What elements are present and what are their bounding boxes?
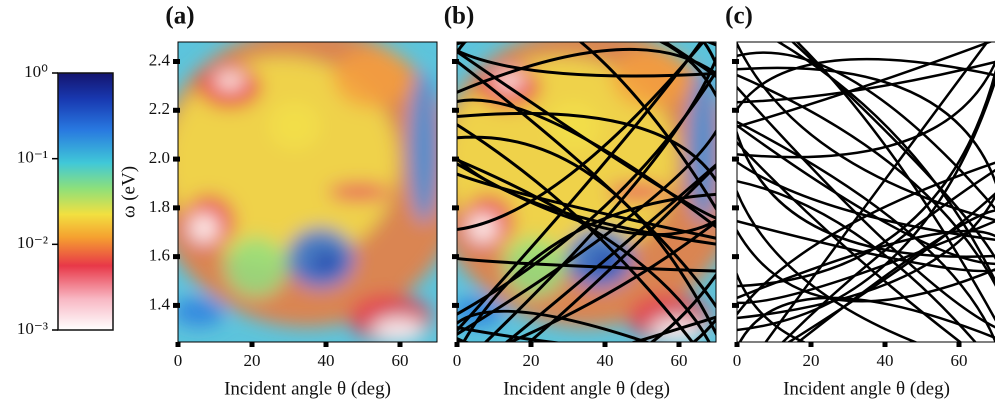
band-curve: [737, 60, 995, 159]
band-curve: [737, 180, 977, 342]
x-tick-label: 20: [244, 351, 261, 370]
band-curve: [504, 162, 716, 342]
band-curve: [457, 128, 716, 336]
plot-frame: [456, 41, 717, 343]
y-axis-label: ω (eV): [118, 166, 139, 218]
band-lines: [737, 42, 995, 342]
heatmap-blob: [188, 213, 220, 243]
heatmap: [178, 42, 437, 342]
band-curve: [457, 42, 716, 56]
band-curve: [461, 193, 716, 342]
x-tick-label: 0: [733, 351, 742, 370]
band-curve: [737, 57, 995, 112]
y-tick-label: 2.2: [149, 99, 170, 118]
band-curve: [737, 188, 919, 342]
x-tick-label: 40: [877, 351, 894, 370]
colorbar: [57, 72, 114, 331]
band-curve: [737, 219, 995, 273]
heatmap-blobs: [178, 42, 437, 342]
x-axis-label: Incident angle θ (deg): [224, 378, 391, 399]
band-curve: [796, 209, 995, 342]
band-curve: [737, 69, 995, 288]
y-tick-label: 1.8: [149, 197, 170, 216]
plot-frame: [177, 41, 438, 343]
band-curve: [764, 42, 989, 342]
heatmap-blob: [333, 48, 412, 108]
band-curve: [737, 85, 995, 329]
colorbar-tick-label: 10⁰: [24, 62, 48, 81]
heatmap-blob: [408, 72, 437, 222]
x-tick-label: 60: [951, 351, 968, 370]
band-curve: [649, 272, 716, 342]
heatmap-blob: [372, 318, 425, 342]
colorbar-tick-label: 10⁻²: [17, 233, 48, 252]
band-curve: [457, 59, 716, 310]
band-curve: [776, 42, 995, 284]
band-curve: [737, 160, 995, 241]
band-curve: [483, 55, 716, 342]
band-curve: [457, 123, 695, 342]
band-curve: [457, 317, 716, 342]
x-tick-label: 20: [803, 351, 820, 370]
band-curve: [457, 42, 716, 99]
x-tick-label: 40: [318, 351, 335, 370]
band-curve: [457, 325, 563, 342]
band-curve: [457, 98, 716, 229]
plot-frame: [736, 41, 995, 343]
y-tick-label: 2.4: [149, 50, 171, 69]
heatmap-blob: [312, 252, 339, 270]
band-curve: [447, 5, 726, 27]
band-curve: [457, 42, 703, 333]
band-curve: [457, 309, 651, 342]
heatmap: [447, 5, 726, 342]
x-tick-label: 20: [523, 351, 540, 370]
band-curve: [786, 192, 995, 342]
band-curve: [506, 220, 716, 342]
x-axis-label: Incident angle θ (deg): [503, 378, 670, 399]
x-tick-label: 0: [453, 351, 462, 370]
band-curve: [737, 120, 995, 342]
band-curve: [781, 168, 995, 342]
x-tick-label: 60: [671, 351, 688, 370]
band-curve: [737, 140, 963, 342]
heatmap-blob: [328, 183, 391, 201]
x-axis-label: Incident angle θ (deg): [783, 378, 950, 399]
heatmap-blob: [214, 72, 246, 90]
x-tick-label: 60: [392, 351, 409, 370]
band-curve: [457, 47, 716, 94]
band-curve: [457, 69, 716, 316]
heatmap-blob: [178, 297, 225, 327]
heatmap-blob: [268, 102, 321, 150]
band-curve: [737, 42, 993, 129]
band-curve: [737, 161, 995, 317]
band-curve: [737, 66, 995, 185]
x-tick-label: 40: [597, 351, 614, 370]
band-curve: [795, 42, 995, 322]
y-tick-label: 1.4: [149, 294, 171, 313]
panel-label: (c): [725, 3, 753, 30]
band-curve: [738, 296, 995, 342]
band-curve: [737, 229, 995, 300]
band-curve: [737, 51, 995, 211]
y-tick-label: 1.6: [149, 246, 170, 265]
panel-label: (b): [444, 3, 475, 30]
band-curve: [737, 129, 995, 258]
colorbar-tick-label: 10⁻¹: [17, 148, 48, 167]
band-curve: [527, 163, 716, 342]
band-curve: [457, 111, 716, 184]
colorbar-tick-label: 10⁻³: [17, 319, 48, 338]
panel-label: (a): [165, 3, 194, 30]
band-curve: [737, 219, 995, 305]
band-curve: [737, 42, 995, 222]
band-curve: [737, 73, 995, 287]
x-tick-label: 0: [174, 351, 183, 370]
y-tick-label: 2.0: [149, 148, 170, 167]
heatmap-blob: [224, 237, 287, 297]
